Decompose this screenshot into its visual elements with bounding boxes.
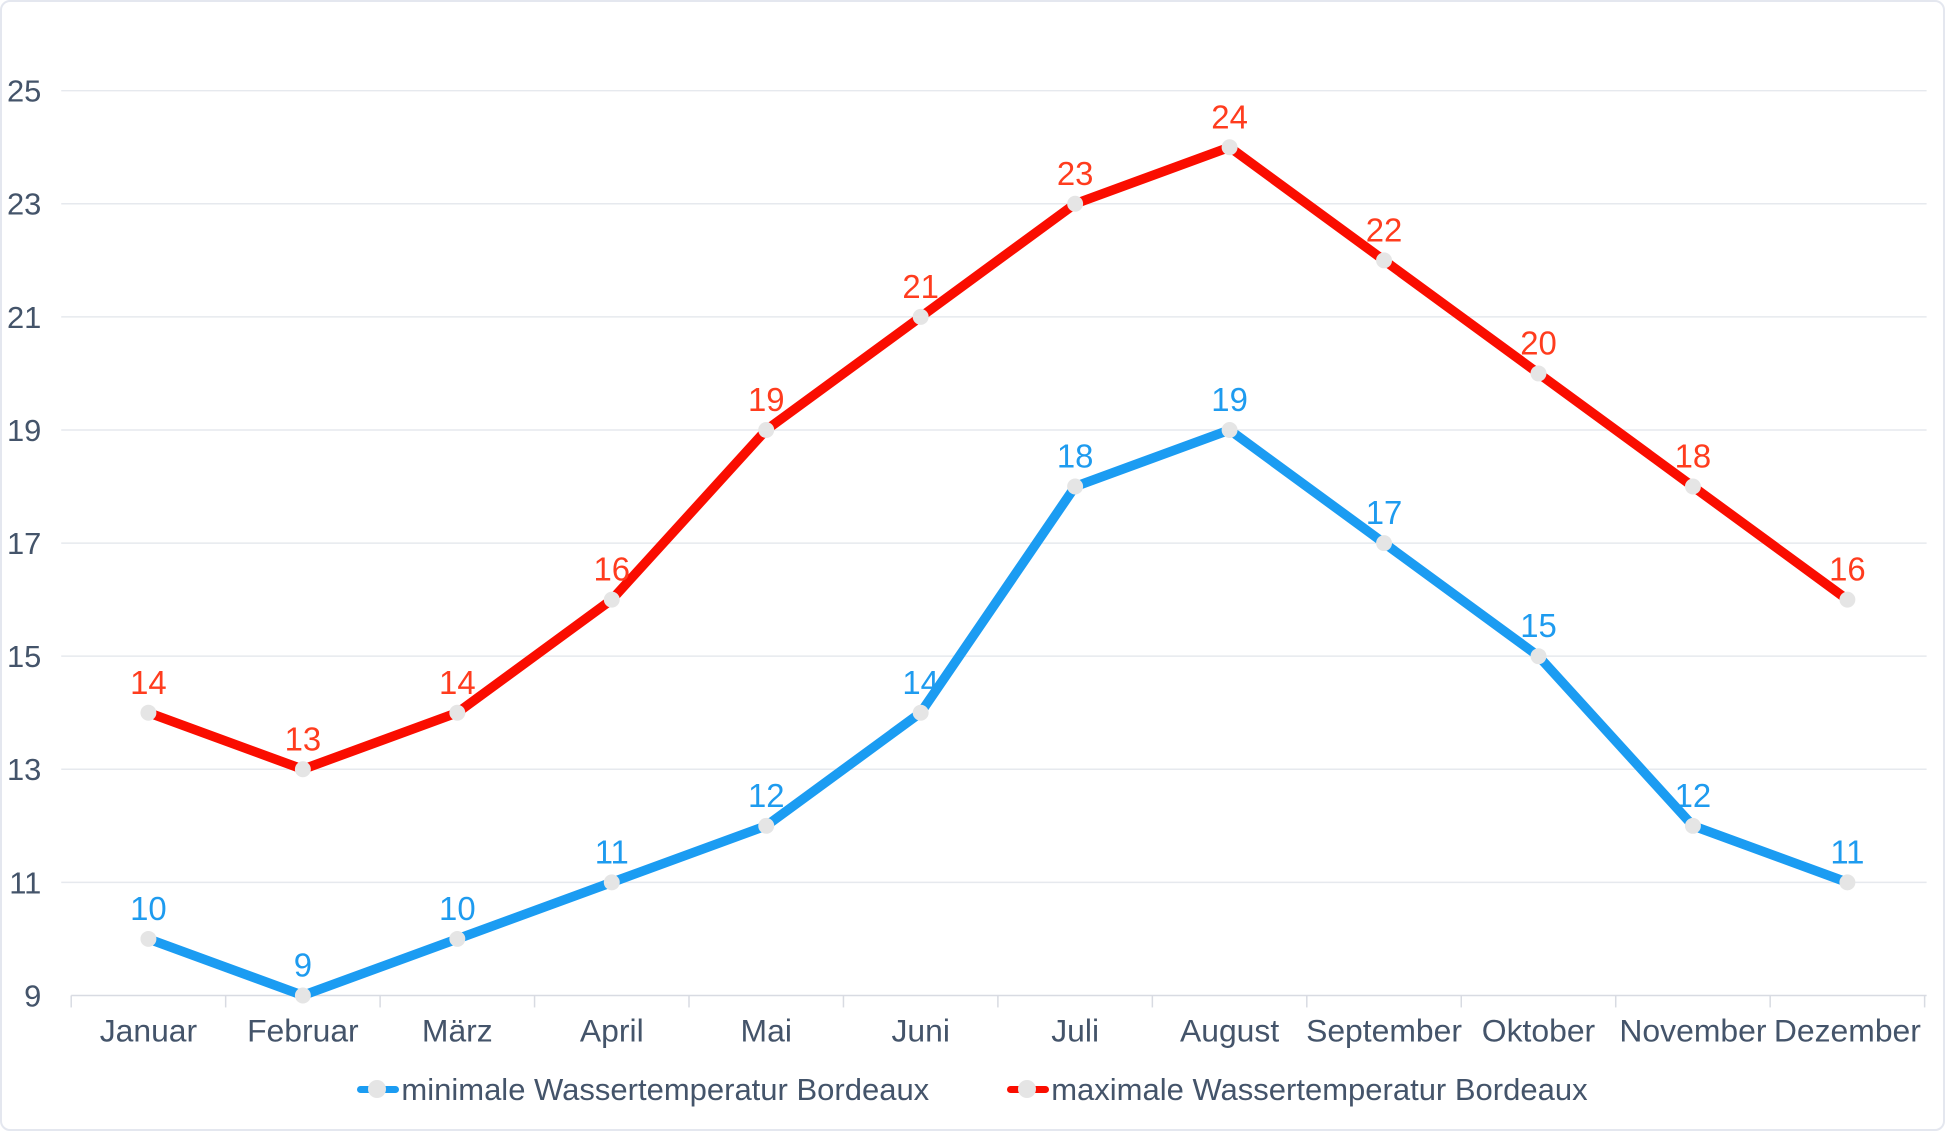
maximale-wassertemperatur-point-marker bbox=[758, 422, 775, 438]
y-tick-label: 17 bbox=[7, 526, 41, 561]
y-tick-label: 19 bbox=[7, 413, 41, 448]
maximale-wassertemperatur-point-label: 21 bbox=[902, 268, 939, 305]
maximale-wassertemperatur-point-marker bbox=[449, 704, 466, 721]
minimale-wassertemperatur-line bbox=[143, 425, 1853, 1001]
minimale-wassertemperatur-point-marker bbox=[1839, 874, 1856, 891]
minimale-wassertemperatur-point-label: 10 bbox=[439, 890, 476, 927]
minimale-wassertemperatur-point-marker bbox=[1376, 535, 1393, 552]
maximale-wassertemperatur-point-label: 18 bbox=[1675, 438, 1712, 475]
x-axis-label: März bbox=[422, 1012, 493, 1048]
maximale-wassertemperatur-point-label: 20 bbox=[1520, 324, 1557, 361]
x-axis-label: Juli bbox=[1051, 1012, 1099, 1048]
minimale-wassertemperatur-point-marker bbox=[912, 704, 929, 721]
y-tick-label: 23 bbox=[7, 187, 41, 222]
maximale-wassertemperatur-point-marker bbox=[1221, 139, 1238, 156]
y-tick-label: 25 bbox=[7, 74, 41, 109]
maximale-wassertemperatur-point-label: 14 bbox=[439, 664, 476, 701]
y-tick-label: 11 bbox=[9, 865, 41, 900]
x-axis-label: Januar bbox=[100, 1012, 198, 1048]
minimale-wassertemperatur-point-label: 12 bbox=[748, 777, 785, 814]
maximale-wassertemperatur-point-label: 23 bbox=[1057, 155, 1094, 192]
maximale-wassertemperatur-point-label: 16 bbox=[593, 551, 630, 588]
y-tick-label: 9 bbox=[24, 978, 41, 1013]
maximale-wassertemperatur-point-marker bbox=[1530, 365, 1547, 382]
maximale-wassertemperatur-point-label: 13 bbox=[285, 720, 322, 757]
min-temp-legend-marker-icon bbox=[357, 1079, 400, 1099]
minimale-wassertemperatur-point-label: 11 bbox=[595, 833, 629, 870]
minimale-wassertemperatur-point-marker bbox=[140, 930, 157, 947]
maximale-wassertemperatur-point-label: 14 bbox=[130, 664, 167, 701]
maximale-wassertemperatur-point-label: 19 bbox=[748, 381, 785, 418]
x-axis-label: August bbox=[1180, 1012, 1279, 1048]
minimale-wassertemperatur-point-label: 17 bbox=[1366, 494, 1403, 531]
minimale-wassertemperatur-point-label: 18 bbox=[1057, 438, 1094, 475]
maximale-wassertemperatur-line bbox=[143, 142, 1853, 775]
minimale-wassertemperatur-point-marker bbox=[1221, 422, 1238, 438]
x-axis-label: Oktober bbox=[1482, 1012, 1596, 1048]
y-tick-label: 21 bbox=[7, 300, 41, 335]
minimale-wassertemperatur-point-marker bbox=[1684, 817, 1701, 834]
minimale-wassertemperatur-point-marker bbox=[294, 987, 311, 1004]
minimale-wassertemperatur-point-label: 19 bbox=[1211, 381, 1248, 418]
legend-item-min-temp: minimale Wassertemperatur Bordeaux bbox=[357, 1074, 929, 1105]
x-axis-label: Februar bbox=[247, 1012, 359, 1048]
maximale-wassertemperatur-point-label: 24 bbox=[1211, 98, 1248, 135]
minimale-wassertemperatur-point-marker bbox=[758, 817, 775, 834]
minimale-wassertemperatur-point-label: 14 bbox=[902, 664, 939, 701]
max-temp-legend-marker-icon bbox=[1007, 1079, 1050, 1099]
x-axis-label: Dezember bbox=[1774, 1012, 1921, 1048]
minimale-wassertemperatur-point-marker bbox=[449, 930, 466, 947]
maximale-wassertemperatur-point-marker bbox=[1684, 478, 1701, 495]
minimale-wassertemperatur-point-marker bbox=[1067, 478, 1084, 495]
legend-label-min-temp: minimale Wassertemperatur Bordeaux bbox=[401, 1071, 930, 1107]
maximale-wassertemperatur-point-marker bbox=[603, 591, 620, 608]
chart-legend: minimale Wassertemperatur Bordeaux maxim… bbox=[2, 1062, 1943, 1116]
maximale-wassertemperatur-point-marker bbox=[912, 308, 929, 325]
x-axis-label: Mai bbox=[741, 1012, 792, 1048]
minimale-wassertemperatur-point-label: 10 bbox=[130, 890, 167, 927]
minimale-wassertemperatur-point-label: 15 bbox=[1520, 607, 1557, 644]
maximale-wassertemperatur-point-marker bbox=[140, 704, 157, 721]
minimale-wassertemperatur-point-label: 11 bbox=[1830, 833, 1864, 870]
legend-item-max-temp: maximale Wassertemperatur Bordeaux bbox=[1007, 1071, 1588, 1107]
maximale-wassertemperatur-point-marker bbox=[1376, 252, 1393, 269]
x-axis-label: September bbox=[1306, 1012, 1462, 1048]
minimale-wassertemperatur-point-label: 12 bbox=[1675, 777, 1712, 814]
minimale-wassertemperatur-point-marker bbox=[1530, 648, 1547, 665]
legend-label-max-temp: maximale Wassertemperatur Bordeaux bbox=[1051, 1071, 1588, 1107]
maximale-wassertemperatur-point-marker bbox=[294, 761, 311, 778]
maximale-wassertemperatur-point-marker bbox=[1067, 195, 1084, 212]
x-axis-label: April bbox=[580, 1012, 644, 1048]
maximale-wassertemperatur-point-marker bbox=[1839, 591, 1856, 608]
y-tick-label: 13 bbox=[7, 752, 41, 787]
maximale-wassertemperatur-point-label: 16 bbox=[1829, 551, 1866, 588]
minimale-wassertemperatur-point-marker bbox=[603, 874, 620, 891]
minimale-wassertemperatur-point-label: 9 bbox=[294, 947, 312, 984]
x-axis-label: Juni bbox=[891, 1012, 949, 1048]
y-tick-label: 15 bbox=[7, 639, 41, 674]
maximale-wassertemperatur-point-label: 22 bbox=[1366, 211, 1403, 248]
x-axis-label: November bbox=[1619, 1012, 1766, 1048]
